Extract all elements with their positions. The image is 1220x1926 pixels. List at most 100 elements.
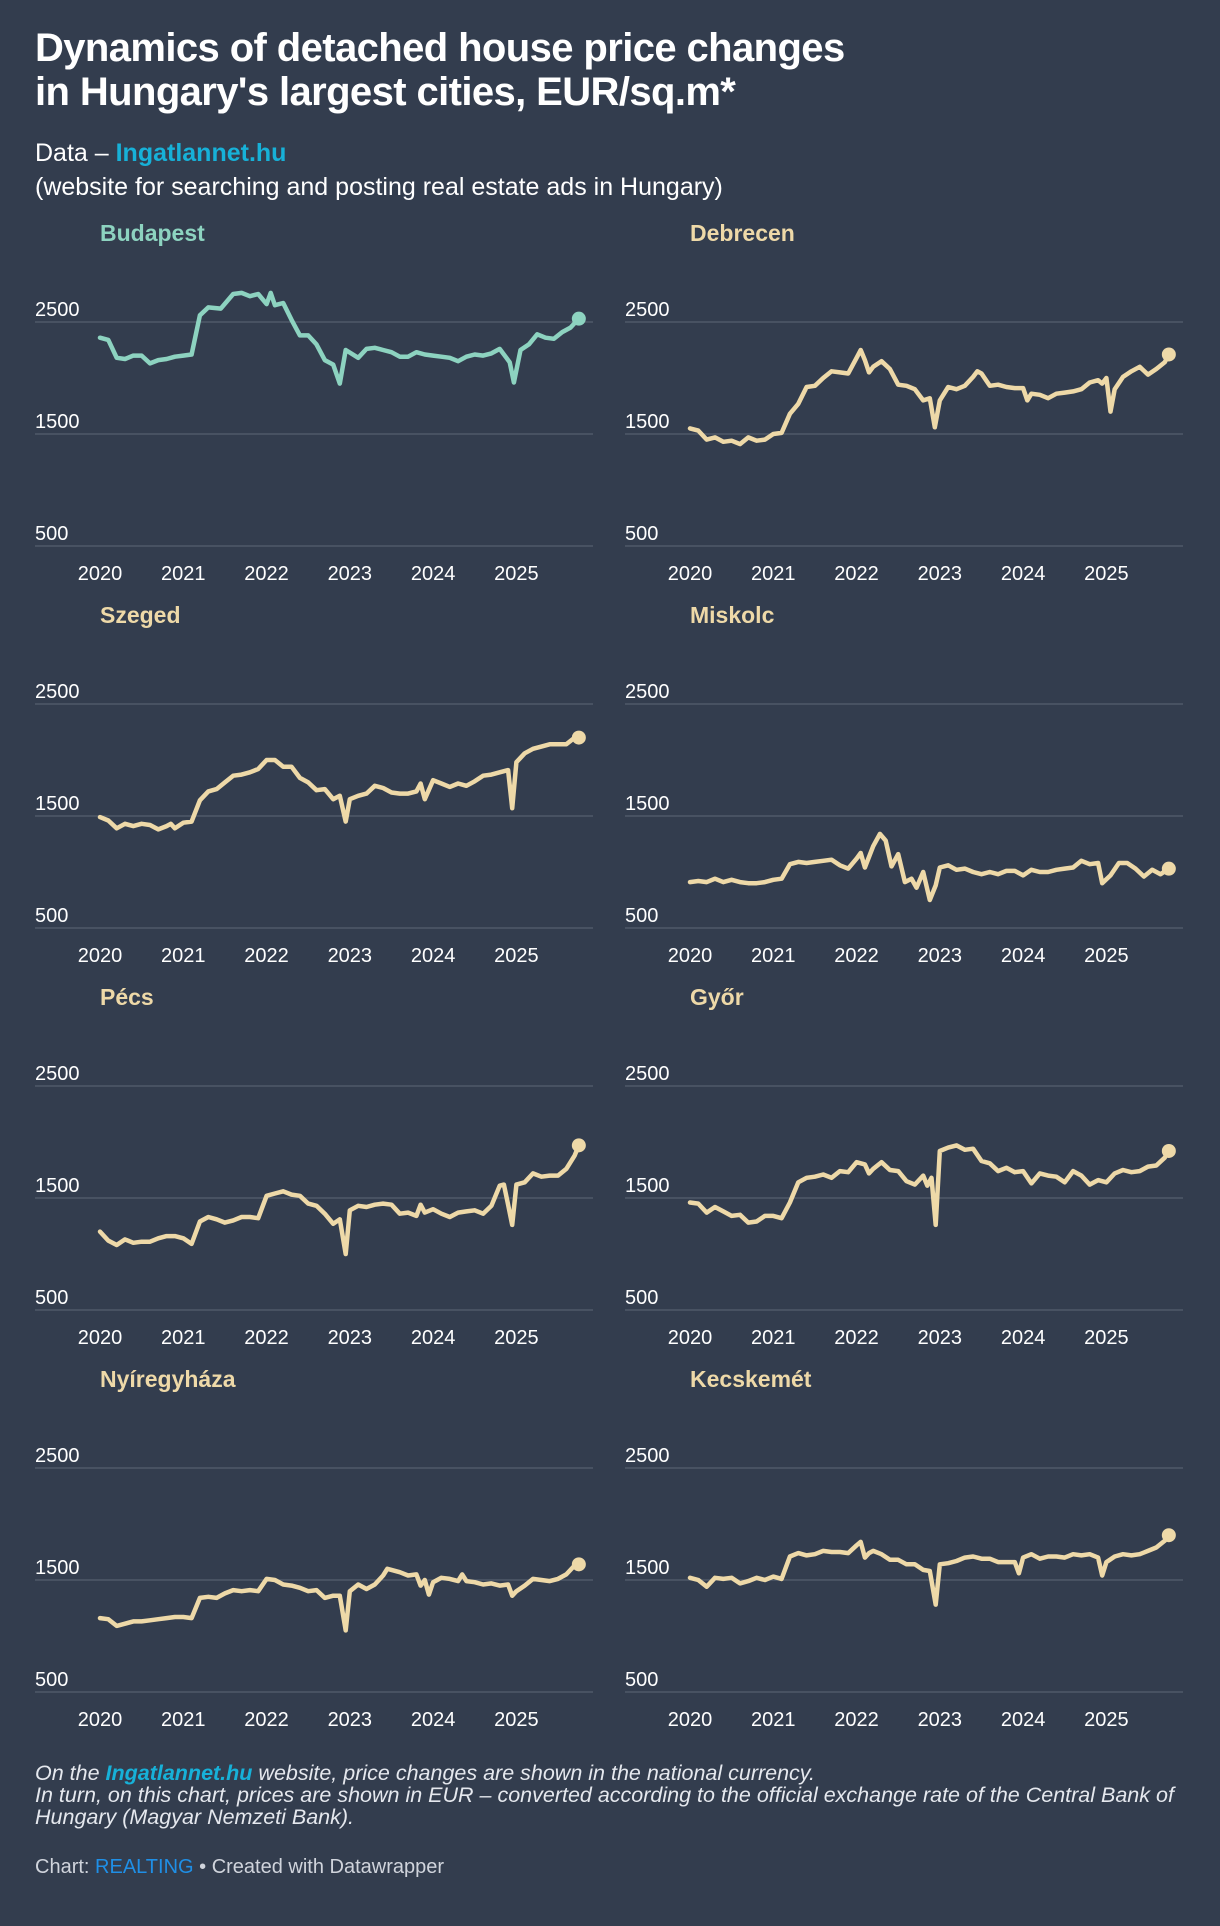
- x-tick-label: 2024: [411, 1327, 456, 1349]
- x-tick-label: 2021: [161, 1709, 206, 1731]
- footnote-line-1: On the Ingatlannet.hu website, price cha…: [35, 1762, 1195, 1784]
- series-end-dot-kecskemet: [1161, 1528, 1176, 1543]
- x-tick-label: 2021: [161, 945, 206, 967]
- x-tick-label: 2023: [918, 563, 963, 585]
- panel-title-kecskemet: Kecskemét: [690, 1366, 812, 1392]
- series-end-dot-pecs: [571, 1138, 586, 1153]
- y-tick-label: 2500: [35, 1063, 80, 1085]
- source-line: Data – Ingatlannet.hu: [35, 136, 723, 170]
- x-tick-label: 2023: [328, 563, 373, 585]
- footnote-link[interactable]: Ingatlannet.hu: [105, 1761, 253, 1785]
- y-tick-label: 1500: [35, 793, 80, 815]
- y-tick-label: 500: [625, 523, 658, 545]
- x-tick-label: 2020: [78, 1327, 123, 1349]
- chart-panel-miskolc: Miskolc 500 1500 2500 2020 2021 2022 2023 2024 20…: [625, 602, 1183, 967]
- series-end-dot-budapest: [571, 311, 586, 326]
- chart-panel-pecs: Pécs 500 1500 2500 2020 2021 2022 2023 2024 2025: [35, 984, 593, 1349]
- y-tick-label: 2500: [35, 1445, 80, 1467]
- y-tick-label: 1500: [35, 1557, 80, 1579]
- x-tick-label: 2021: [161, 1327, 206, 1349]
- x-tick-label: 2024: [1001, 563, 1046, 585]
- panel-title-gyor: Győr: [690, 984, 744, 1010]
- x-tick-label: 2025: [494, 563, 539, 585]
- x-tick-label: 2020: [78, 563, 123, 585]
- x-tick-label: 2024: [1001, 945, 1046, 967]
- source-link[interactable]: Ingatlannet.hu: [115, 139, 287, 167]
- y-tick-label: 2500: [35, 681, 80, 703]
- x-tick-label: 2021: [751, 1327, 796, 1349]
- x-tick-label: 2020: [668, 563, 713, 585]
- x-tick-label: 2021: [161, 563, 206, 585]
- x-tick-label: 2025: [1084, 1327, 1129, 1349]
- y-tick-label: 500: [35, 523, 68, 545]
- x-tick-label: 2025: [1084, 945, 1129, 967]
- series-line-pecs: [97, 1143, 582, 1257]
- footnote-prefix: On the: [35, 1761, 106, 1785]
- subtitle: Data – Ingatlannet.hu (website for searc…: [35, 136, 723, 204]
- chart-credit: Chart: REALTING • Created with Datawrapp…: [35, 1856, 444, 1879]
- series-line-szeged: [97, 735, 582, 832]
- source-prefix: Data –: [35, 139, 116, 167]
- x-tick-label: 2024: [411, 945, 456, 967]
- x-tick-label: 2023: [328, 1327, 373, 1349]
- x-tick-label: 2020: [668, 1327, 713, 1349]
- x-tick-label: 2025: [494, 1709, 539, 1731]
- chart-panel-budapest: Budapest 500 1500 2500 2020 2021 2022 2023 2024 2…: [35, 220, 593, 585]
- page-title-line-1: Dynamics of detached house price changes: [35, 26, 845, 70]
- x-tick-label: 2020: [668, 1709, 713, 1731]
- source-description: (website for searching and posting real …: [35, 173, 723, 201]
- page-title: Dynamics of detached house price changes…: [35, 26, 1135, 114]
- chart-panel-szeged: Szeged 500 1500 2500 2020 2021 2022 2023 2024 202…: [35, 602, 593, 967]
- y-tick-label: 2500: [625, 1445, 670, 1467]
- panel-title-pecs: Pécs: [100, 984, 154, 1010]
- x-tick-label: 2022: [244, 945, 289, 967]
- y-tick-label: 500: [35, 905, 68, 927]
- y-tick-label: 1500: [625, 1175, 670, 1197]
- x-tick-label: 2021: [751, 563, 796, 585]
- x-tick-label: 2023: [328, 945, 373, 967]
- x-tick-label: 2023: [918, 945, 963, 967]
- x-tick-label: 2023: [918, 1709, 963, 1731]
- series-end-dot-nyiregyhaza: [571, 1557, 586, 1572]
- y-tick-label: 2500: [35, 299, 80, 321]
- page-title-line-2: in Hungary's largest cities, EUR/sq.m*: [35, 70, 736, 114]
- x-tick-label: 2023: [918, 1327, 963, 1349]
- x-tick-label: 2022: [244, 1327, 289, 1349]
- y-tick-label: 2500: [625, 1063, 670, 1085]
- chart-panel-kecskemet: Kecskemét 500 1500 2500 2020 2021 2022 2023 2024…: [625, 1366, 1183, 1731]
- series-line-nyiregyhaza: [97, 1562, 582, 1633]
- x-tick-label: 2025: [1084, 1709, 1129, 1731]
- x-tick-label: 2025: [1084, 563, 1129, 585]
- panel-title-debrecen: Debrecen: [690, 220, 795, 246]
- x-tick-label: 2022: [834, 945, 879, 967]
- x-tick-label: 2022: [244, 563, 289, 585]
- panel-title-miskolc: Miskolc: [690, 602, 775, 628]
- x-tick-label: 2022: [834, 1327, 879, 1349]
- series-end-dot-miskolc: [1161, 861, 1176, 876]
- series-end-dot-debrecen: [1161, 347, 1176, 362]
- credit-brand-link[interactable]: REALTING: [95, 1856, 194, 1878]
- y-tick-label: 2500: [625, 299, 670, 321]
- chart-panel-gyor: Győr 500 1500 2500 2020 2021 2022 2023 2024 2025: [625, 984, 1183, 1349]
- series-end-dot-szeged: [571, 730, 586, 745]
- y-tick-label: 1500: [625, 411, 670, 433]
- footnote-suffix: website, price changes are shown in the …: [252, 1761, 815, 1785]
- y-tick-label: 2500: [625, 681, 670, 703]
- x-tick-label: 2022: [244, 1709, 289, 1731]
- series-line-miskolc: [687, 831, 1172, 903]
- x-tick-label: 2023: [328, 1709, 373, 1731]
- y-tick-label: 1500: [625, 1557, 670, 1579]
- x-tick-label: 2020: [78, 945, 123, 967]
- panel-title-nyiregyhaza: Nyíregyháza: [100, 1366, 236, 1392]
- y-tick-label: 500: [625, 1287, 658, 1309]
- x-tick-label: 2022: [834, 563, 879, 585]
- x-tick-label: 2024: [411, 563, 456, 585]
- y-tick-label: 500: [625, 905, 658, 927]
- x-tick-label: 2025: [494, 945, 539, 967]
- panel-title-budapest: Budapest: [100, 220, 205, 246]
- footnote-line-2: In turn, on this chart, prices are shown…: [35, 1783, 1174, 1829]
- y-tick-label: 1500: [35, 411, 80, 433]
- x-tick-label: 2024: [1001, 1327, 1046, 1349]
- panel-title-szeged: Szeged: [100, 602, 181, 628]
